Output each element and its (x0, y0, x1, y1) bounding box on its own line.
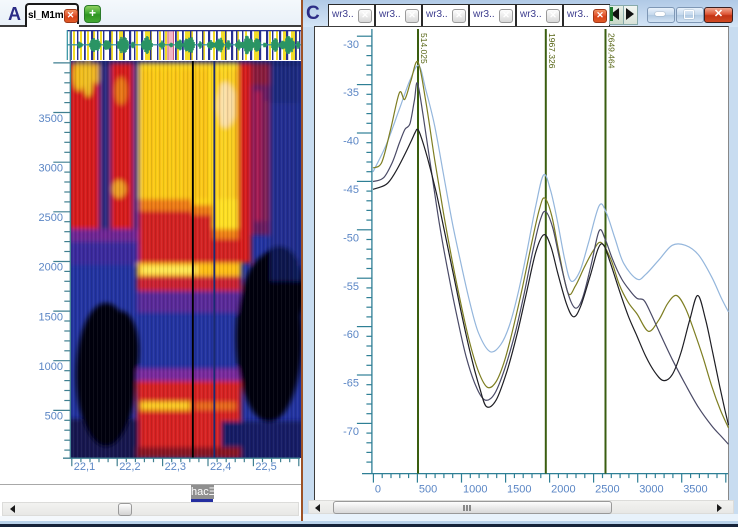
svg-text:2500: 2500 (595, 484, 619, 496)
svg-text:0: 0 (375, 484, 381, 496)
svg-text:2000: 2000 (39, 262, 63, 274)
svg-text:-30: -30 (343, 39, 359, 51)
svg-text:500: 500 (419, 484, 437, 496)
svg-text:3500: 3500 (39, 113, 63, 125)
svg-text:22,2: 22,2 (119, 461, 140, 473)
svg-text:-60: -60 (343, 329, 359, 341)
svg-text:2500: 2500 (39, 212, 63, 224)
svg-text:-35: -35 (343, 87, 359, 99)
svg-text:3000: 3000 (39, 162, 63, 174)
svg-text:-55: -55 (343, 281, 359, 293)
svg-text:22,5: 22,5 (255, 461, 276, 473)
svg-text:-50: -50 (343, 232, 359, 244)
svg-text:-65: -65 (343, 378, 359, 390)
svg-text:22,4: 22,4 (210, 461, 231, 473)
svg-text:1000: 1000 (463, 484, 487, 496)
svg-text:514.025: 514.025 (419, 33, 429, 64)
svg-text:1000: 1000 (39, 361, 63, 373)
svg-text:2000: 2000 (551, 484, 575, 496)
svg-text:2649.464: 2649.464 (607, 33, 617, 69)
svg-text:3500: 3500 (683, 484, 707, 496)
svg-text:1500: 1500 (39, 311, 63, 323)
svg-text:500: 500 (45, 411, 63, 423)
svg-text:1500: 1500 (507, 484, 531, 496)
svg-text:3000: 3000 (639, 484, 663, 496)
svg-text:22,3: 22,3 (165, 461, 186, 473)
svg-text:-70: -70 (343, 426, 359, 438)
svg-text:1967.326: 1967.326 (547, 33, 557, 69)
svg-text:-40: -40 (343, 136, 359, 148)
svg-text:-45: -45 (343, 184, 359, 196)
svg-text:22,1: 22,1 (74, 461, 95, 473)
